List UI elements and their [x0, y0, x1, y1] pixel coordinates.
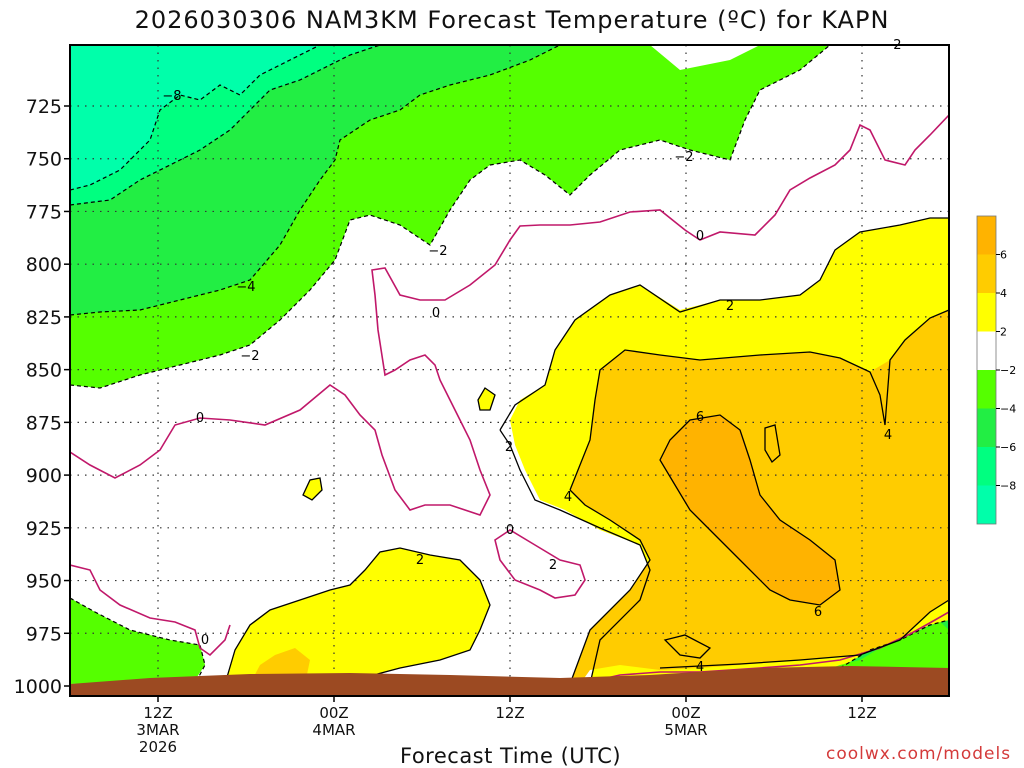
colorbar-bin: [977, 370, 996, 409]
x-tick-label: 12Z: [847, 704, 876, 722]
colorbar-bin: [977, 216, 996, 255]
contour-4-right: [659, 599, 949, 669]
y-tick-label: 950: [26, 571, 62, 593]
source-watermark: coolwx.com/models: [826, 744, 1012, 764]
x-tick-label: 5MAR: [664, 721, 707, 739]
x-tick-label: 00Z: [319, 704, 348, 722]
contour-0-main: [70, 114, 949, 516]
x-tick-label: 2026: [139, 738, 177, 756]
region-small-warm: [665, 635, 710, 658]
contour-4-small: [663, 634, 712, 659]
contour-label: 4: [696, 660, 704, 675]
colorbar-label: −2: [1000, 364, 1016, 377]
x-tick-label: 12Z: [143, 704, 172, 722]
region-small-blob-2: [478, 388, 495, 410]
y-tick-label: 825: [26, 307, 62, 329]
contour-lines: [70, 45, 949, 685]
contour-6-small: [764, 424, 781, 464]
y-tick-label: 775: [26, 201, 62, 223]
contour-0-lower-left: [70, 564, 231, 657]
filled-regions: [70, 45, 949, 684]
contour-label: 0: [696, 229, 704, 244]
colorbar-label: 2: [1000, 326, 1007, 339]
contour-label: 0: [196, 411, 204, 426]
contour-label: 2: [726, 299, 734, 314]
region-6-to-8: [660, 415, 840, 605]
contour-minus4: [70, 45, 561, 316]
contour-0-lower-right: [579, 611, 949, 685]
y-tick-label: 725: [26, 96, 62, 118]
contour-4-main: [569, 309, 949, 491]
colorbar-bin: [977, 408, 996, 447]
region-lower-left-green: [70, 598, 205, 684]
contour-label: 4: [564, 490, 572, 505]
y-tick-label: 1000: [14, 676, 62, 698]
y-tick-label: 875: [26, 412, 62, 434]
chart-title: 2026030306 NAM3KM Forecast Temperature (…: [134, 6, 890, 34]
colorbar-label: −4: [1000, 403, 1016, 416]
colorbar-label: −8: [1000, 480, 1016, 493]
contour-2-left: [499, 429, 651, 685]
contour-label: −2: [674, 150, 693, 165]
colorbar-bin: [977, 254, 996, 293]
x-tick-label: 4MAR: [312, 721, 355, 739]
region-lower-right-green-2: [820, 622, 949, 672]
contour-label: 6: [696, 410, 704, 425]
contour-label: 6: [814, 605, 822, 620]
contour-label: 2: [549, 558, 557, 573]
colorbar-bin: [977, 485, 996, 524]
contour-label: 2: [416, 553, 424, 568]
region-below-minus8: [70, 45, 320, 190]
colorbar-label: 6: [1000, 249, 1007, 262]
y-tick-label: 925: [26, 518, 62, 540]
x-tick-label: 00Z: [671, 704, 700, 722]
contour-label: 0: [201, 633, 209, 648]
y-tick-label: 900: [26, 465, 62, 487]
contour-minus6: [70, 45, 381, 206]
y-tick-label: 800: [26, 254, 62, 276]
y-tick-label: 850: [26, 360, 62, 382]
colorbar-bin: [977, 447, 996, 486]
contour-label: −2: [240, 349, 259, 364]
contour-2-blob1: [302, 477, 323, 501]
colorbar: 6 4 2 −2 −4 −6 −8: [976, 215, 1016, 525]
contour-label: 4: [884, 428, 892, 443]
colorbar-bin: [977, 293, 996, 332]
contour-minus2-lower: [70, 597, 206, 685]
contour-6-main: [659, 414, 841, 606]
contour-label: −4: [236, 280, 255, 295]
x-axis-title: Forecast Time (UTC): [400, 744, 622, 768]
y-axis: 725 750 775 800 825 850 875 900 925 950 975 1000: [14, 96, 70, 698]
contour-2-main: [499, 217, 949, 431]
contour-2-blob2: [477, 387, 496, 411]
contour-minus8: [70, 45, 321, 191]
ground-terrain: [70, 666, 949, 696]
colorbar-label: −6: [1000, 441, 1016, 454]
contour-0-closed: [494, 529, 586, 599]
contour-minus2: [70, 45, 831, 389]
contour-label: 0: [432, 306, 440, 321]
y-tick-label: 750: [26, 149, 62, 171]
contour-4-lower: [569, 489, 651, 685]
colorbar-bin: [977, 331, 996, 370]
x-tick-label: 12Z: [495, 704, 524, 722]
y-tick-label: 975: [26, 623, 62, 645]
contour-label: −8: [162, 89, 181, 104]
colorbar-label: 4: [1000, 287, 1007, 300]
contour-2-lower: [224, 547, 491, 685]
contour-label: 0: [506, 523, 514, 538]
contour-label: −2: [428, 244, 447, 259]
x-tick-label: 3MAR: [136, 721, 179, 739]
contour-label: 2: [505, 440, 513, 455]
